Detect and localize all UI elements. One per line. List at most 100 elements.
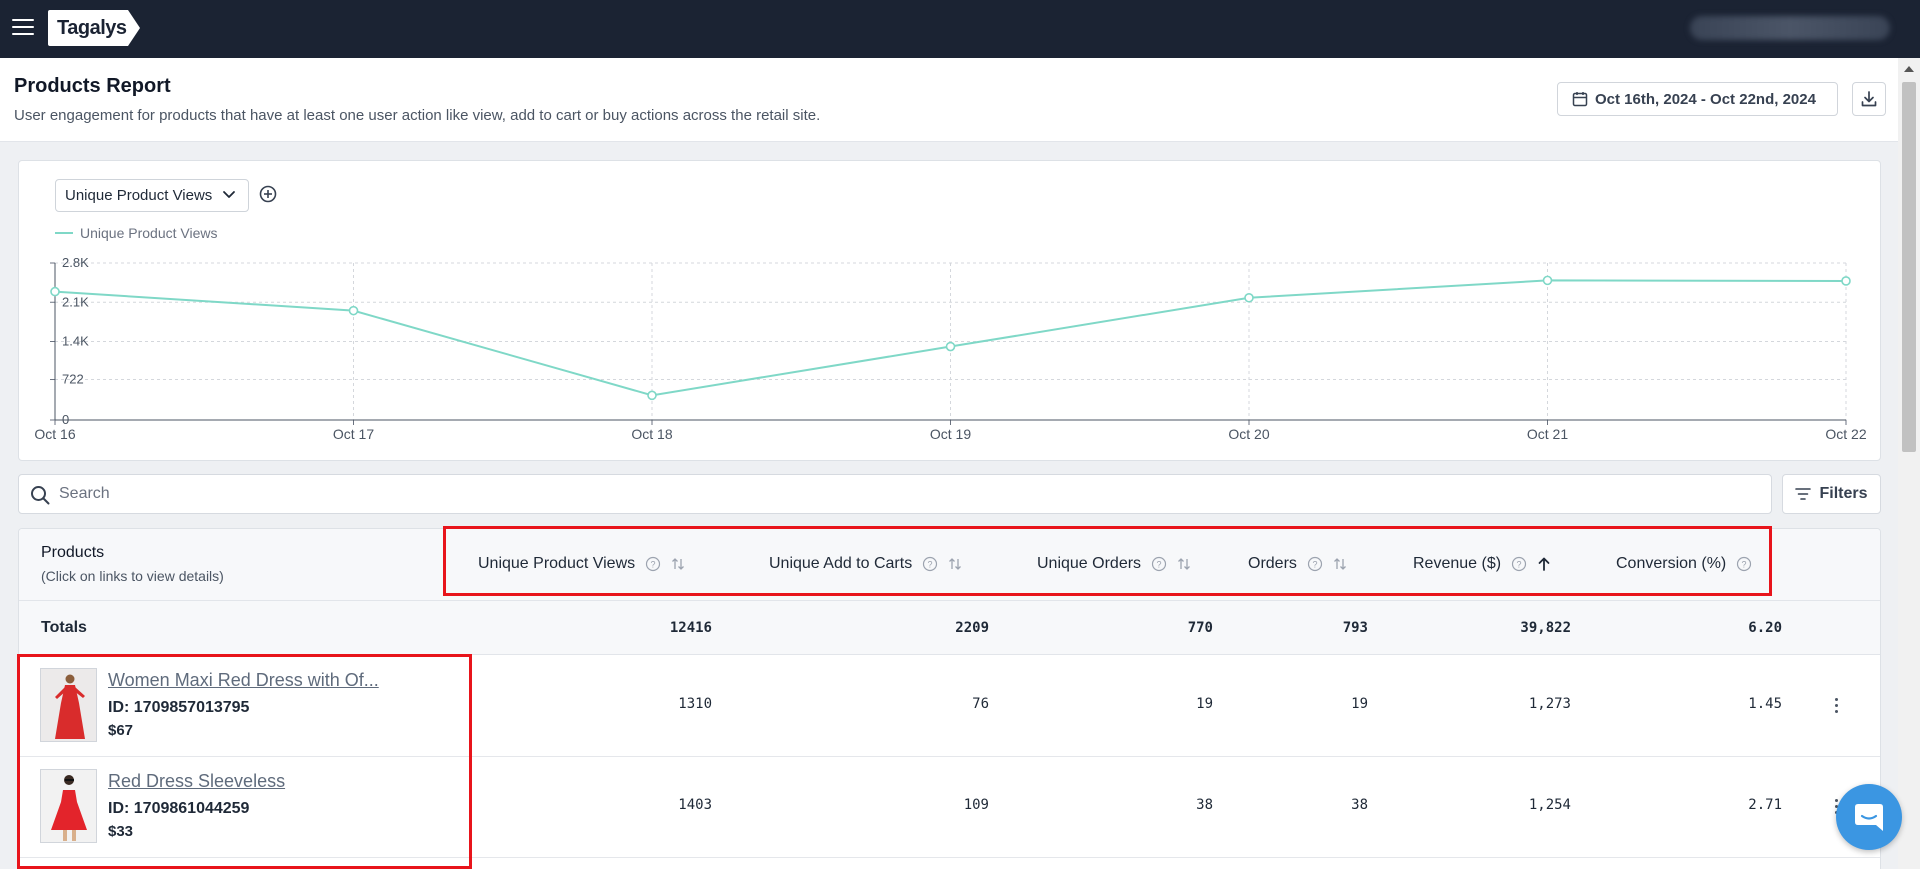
product-name-link[interactable]: Red Dress Sleeveless <box>108 771 286 791</box>
cell-conversion: 2.71 <box>1748 797 1782 813</box>
date-range-button[interactable]: Oct 16th, 2024 - Oct 22nd, 2024 <box>1557 82 1838 116</box>
product-image-red-maxi-dress <box>41 669 96 741</box>
menu-icon[interactable] <box>12 19 34 37</box>
filter-icon <box>1795 488 1812 500</box>
legend-label: Unique Product Views <box>80 225 218 241</box>
products-column-hint: (Click on links to view details) <box>41 568 224 584</box>
column-header-unique-product-views[interactable]: Unique Product Views ? <box>478 555 686 573</box>
x-tick-label: Oct 20 <box>1228 426 1269 442</box>
scroll-up-arrow-icon[interactable] <box>1904 66 1914 72</box>
download-button[interactable] <box>1852 82 1886 116</box>
column-header-orders[interactable]: Orders ? <box>1248 555 1348 573</box>
y-tick-label: 2.8K <box>62 255 89 270</box>
chart-legend[interactable]: Unique Product Views <box>55 225 217 241</box>
data-point <box>348 305 359 316</box>
product-price: $33 <box>108 823 134 840</box>
help-icon[interactable]: ? <box>1307 556 1323 572</box>
cell-unique-orders: 38 <box>1196 797 1213 813</box>
sort-icon[interactable] <box>947 556 963 572</box>
y-tick-label: 1.4K <box>62 334 89 349</box>
page-subtitle: User engagement for products that have a… <box>14 107 821 124</box>
column-header-revenue[interactable]: Revenue ($) ? <box>1413 555 1552 573</box>
sort-icon[interactable] <box>1332 556 1348 572</box>
help-icon[interactable]: ? <box>645 556 661 572</box>
tagalys-logo[interactable]: Tagalys <box>48 10 140 46</box>
cell-unique-add-to-carts: 109 <box>963 797 989 813</box>
filters-button[interactable]: Filters <box>1782 474 1881 514</box>
column-header-unique-add-to-carts[interactable]: Unique Add to Carts ? <box>769 555 963 573</box>
page-title: Products Report <box>14 75 171 97</box>
x-tick-label: Oct 17 <box>333 426 374 442</box>
column-header-label: Unique Orders <box>1037 555 1142 572</box>
column-header-unique-orders[interactable]: Unique Orders ? <box>1037 555 1192 573</box>
help-icon[interactable]: ? <box>1736 556 1752 572</box>
y-tick-label: 2.1K <box>62 294 89 309</box>
metric-select-dropdown[interactable]: Unique Product Views <box>55 179 249 212</box>
product-thumbnail[interactable] <box>40 668 97 742</box>
table-row[interactable]: Red Dress Sleeveless ID: 1709861044259 $… <box>19 757 1880 858</box>
filters-label: Filters <box>1819 485 1868 502</box>
cell-conversion: 1.45 <box>1748 696 1782 712</box>
top-navigation-bar: Tagalys <box>0 0 1920 58</box>
help-icon[interactable]: ? <box>1511 556 1527 572</box>
x-tick-label: Oct 19 <box>930 426 971 442</box>
products-column-header: Products <box>41 544 105 561</box>
add-metric-button[interactable] <box>259 185 277 208</box>
table-row[interactable]: Women Maxi Red Dress with Of... ID: 1709… <box>19 656 1880 757</box>
product-name-link[interactable]: Women Maxi Red Dress with Of... <box>108 670 379 690</box>
column-header-label: Conversion (%) <box>1616 555 1727 572</box>
cell-unique-add-to-carts: 76 <box>972 696 989 712</box>
date-range-label: Oct 16th, 2024 - Oct 22nd, 2024 <box>1595 90 1816 108</box>
data-point <box>945 341 956 352</box>
chat-bubble-icon <box>1855 804 1883 831</box>
totals-unique-product-views: 12416 <box>669 620 712 636</box>
svg-text:?: ? <box>1312 560 1317 570</box>
chat-widget-button[interactable] <box>1836 784 1902 850</box>
table-header: Products (Click on links to view details… <box>19 529 1880 601</box>
cell-orders: 38 <box>1351 797 1368 813</box>
cell-revenue: 1,254 <box>1528 797 1571 813</box>
calendar-icon <box>1572 92 1588 107</box>
svg-text:?: ? <box>651 560 656 570</box>
column-header-label: Unique Product Views <box>478 555 636 572</box>
product-image-red-sleeveless-dress <box>41 770 96 842</box>
page-scrollbar[interactable] <box>1898 58 1920 869</box>
svg-text:?: ? <box>1157 560 1162 570</box>
cell-unique-orders: 19 <box>1196 696 1213 712</box>
help-icon[interactable]: ? <box>922 556 938 572</box>
product-id: ID: 1709861044259 <box>108 800 250 817</box>
column-header-conversion[interactable]: Conversion (%) ? <box>1616 555 1752 573</box>
svg-text:?: ? <box>1742 560 1747 570</box>
legend-swatch <box>55 232 73 234</box>
help-icon[interactable]: ? <box>1151 556 1167 572</box>
search-icon <box>31 486 50 505</box>
totals-conversion: 6.20 <box>1748 620 1782 636</box>
search-input[interactable] <box>59 475 1759 513</box>
scroll-thumb[interactable] <box>1902 82 1916 452</box>
row-more-options-icon[interactable] <box>1835 698 1839 714</box>
y-tick-label: 722 <box>62 372 84 387</box>
x-tick-label: Oct 21 <box>1527 426 1568 442</box>
user-account-blurred[interactable] <box>1690 16 1890 40</box>
cell-unique-product-views: 1310 <box>678 696 712 712</box>
metric-select-value: Unique Product Views <box>65 187 213 204</box>
cell-unique-product-views: 1403 <box>678 797 712 813</box>
chart-card: Unique Product Views Unique Product View… <box>18 160 1881 461</box>
totals-orders: 793 <box>1342 620 1368 636</box>
totals-row: Totals 12416 2209 770 793 39,822 6.20 <box>19 601 1880 655</box>
sort-ascending-icon[interactable] <box>1536 556 1552 572</box>
cell-revenue: 1,273 <box>1528 696 1571 712</box>
sort-icon[interactable] <box>1176 556 1192 572</box>
column-header-label: Revenue ($) <box>1413 555 1502 572</box>
totals-revenue: 39,822 <box>1520 620 1571 636</box>
data-point <box>1841 276 1851 286</box>
x-tick-label: Oct 16 <box>34 426 75 442</box>
product-thumbnail[interactable] <box>40 769 97 843</box>
totals-unique-add-to-carts: 2209 <box>955 620 989 636</box>
sort-icon[interactable] <box>670 556 686 572</box>
totals-label: Totals <box>41 619 87 636</box>
products-table: Products (Click on links to view details… <box>18 528 1881 869</box>
plus-circle-icon <box>259 185 277 203</box>
search-bar[interactable] <box>18 474 1772 514</box>
